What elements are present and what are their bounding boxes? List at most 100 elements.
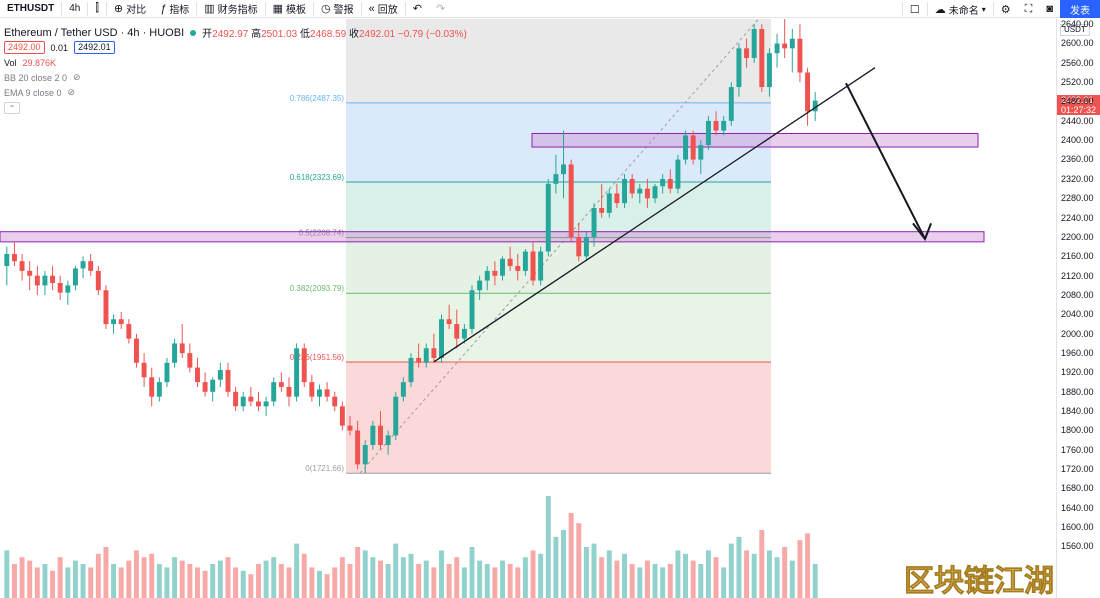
candle-body [759,29,765,88]
sell-price-button[interactable]: 2492.00 [4,41,45,54]
volume-bar [797,540,803,598]
buy-price-button[interactable]: 2492.01 [74,41,115,54]
redo-icon: ↷ [436,3,446,15]
price-tick-label: 1760.00 [1061,444,1094,455]
volume-bar [515,567,521,598]
volume-bar [19,557,25,598]
ema-indicator-row[interactable]: EMA 9 close 0 ⊘ [4,85,467,100]
collapse-legend-button[interactable]: ⌃ [4,102,20,114]
chart-type-button[interactable]: ⫿ [88,0,106,18]
change-value: −0.79 (−0.03%) [397,29,467,40]
candlestick-chart[interactable]: 0.786(2487.35) 0.618(2323.69) 0.5(2208.74)… [0,19,1056,598]
candle-body [439,319,444,358]
candle-body [217,370,223,380]
interval-button[interactable]: 4h [62,0,87,18]
alert-button[interactable]: ◷ 警报 [314,0,361,18]
volume-bar [286,567,292,598]
candle-body [561,164,567,175]
indicators-label: 指标 [169,5,190,16]
candle-body [606,193,612,213]
volume-bar [126,560,132,598]
price-tick-label: 1600.00 [1061,522,1094,533]
volume-bar [34,567,40,598]
volume-bar [65,567,71,598]
toolbar-right: ☐ ☁ 未命名 ▾ ⚙ ⛶ ◙ 发表 [901,0,1100,18]
templates-button[interactable]: ▦ 模板 [266,0,313,18]
candle-body [721,120,727,131]
snapshot-button[interactable]: ◙ [1039,0,1060,18]
candle-body [583,237,589,257]
divider [360,1,362,16]
candle-body [705,120,711,146]
divider [992,2,994,16]
divider [61,1,63,16]
templates-label: 模板 [286,5,307,16]
candle-body [156,382,162,397]
candle-body [690,135,696,160]
candle-body [507,258,513,267]
symbol-search[interactable]: ETHUSDT [0,0,61,18]
price-tick-label: 1840.00 [1061,406,1094,416]
volume-bar [812,564,818,598]
candle-body [667,178,673,189]
volume-bar [774,557,780,598]
candle-body [263,401,269,407]
price-tick-label: 2640.00 [1061,19,1094,29]
candle-body [568,164,574,238]
currency-badge[interactable]: USDT [1060,24,1090,36]
select-rect-button[interactable]: ☐ [903,0,927,18]
volume-bar [378,560,383,598]
chevron-up-icon: ⌃ [8,103,16,113]
symbol-title: Ethereum / Tether USD · 4h · HUOBI [4,26,185,39]
bid-ask-row: 2492.00 0.01 2492.01 [4,40,467,55]
alarm-clock-icon: ◷ [321,3,331,15]
price-tick-label: 2560.00 [1061,57,1094,68]
undo-button[interactable]: ↶ [406,0,429,18]
plus-circle-icon: ⊕ [113,3,124,15]
candle-body [736,48,742,88]
candle-body [545,183,551,252]
candle-body [782,43,788,49]
candle-body [713,120,719,131]
layout-name-button[interactable]: ☁ 未命名 ▾ [928,0,993,18]
price-tick-label: 1920.00 [1061,367,1094,378]
top-toolbar: ETHUSDT 4h ⫿ ⊕ 对比 ƒ 指标 ▥ 财务指标 ▦ 模板 ◷ 警报 «回放 ↶… [0,0,1100,18]
price-tick-label: 2280.00 [1061,193,1094,204]
candle-body [80,261,86,269]
rewind-icon: « [368,2,375,15]
volume-bar [439,550,444,598]
eye-off-icon[interactable]: ⊘ [73,72,81,82]
bb-indicator-row[interactable]: BB 20 close 2 0 ⊘ [4,70,467,85]
redo-button[interactable]: ↷ [429,0,452,18]
publish-button[interactable]: 发表 [1060,0,1100,18]
chart-pane[interactable]: 0.786(2487.35) 0.618(2323.69) 0.5(2208.74)… [0,19,1056,598]
fib-level-label: 0(1721.66) [305,464,344,473]
close-label: 收 [348,29,359,40]
eye-off-icon[interactable]: ⊘ [67,87,76,97]
volume-bar [317,570,322,598]
volume-bar [217,560,223,598]
price-axis[interactable]: USDT 2492.01 01:27:32 2640.00 2600.00 2560… [1056,19,1100,598]
candle-body [431,348,437,358]
compare-button[interactable]: ⊕ 对比 [107,0,153,18]
indicators-button[interactable]: ƒ 指标 [153,0,196,18]
candle-body [57,282,63,293]
chart-legend: Ethereum / Tether USD · 4h · HUOBI 开2492… [4,25,467,114]
candle-body [500,258,505,276]
fullscreen-button[interactable]: ⛶ [1018,0,1040,18]
price-tick-label: 1560.00 [1061,541,1094,552]
volume-bar [164,567,170,598]
publish-label: 发表 [1070,5,1090,17]
volume-bar [423,560,429,598]
fib-zone [346,293,771,363]
settings-button[interactable]: ⚙ [994,0,1018,18]
price-tick-label: 2160.00 [1061,251,1094,262]
financials-button[interactable]: ▥ 财务指标 [197,0,264,18]
volume-bar [149,553,155,598]
current-price-label: 2492.01 01:27:32 [1057,94,1100,115]
divider [264,1,266,16]
candle-body [42,275,48,286]
compare-label: 对比 [126,5,147,16]
replay-button[interactable]: «回放 [362,0,405,18]
candle-body [339,406,345,426]
